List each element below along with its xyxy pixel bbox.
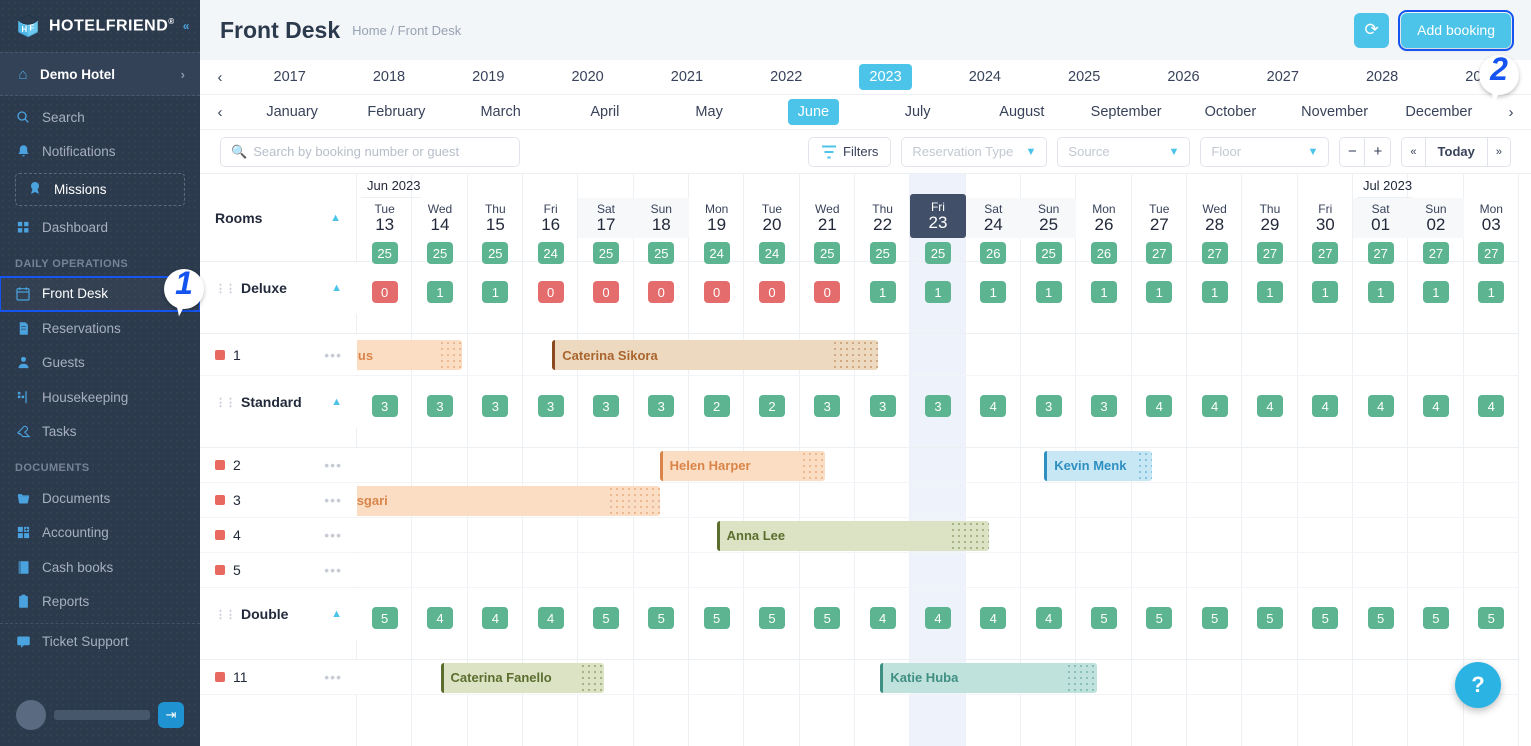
svg-text:H: H [22, 25, 28, 34]
svg-text:F: F [29, 24, 34, 33]
